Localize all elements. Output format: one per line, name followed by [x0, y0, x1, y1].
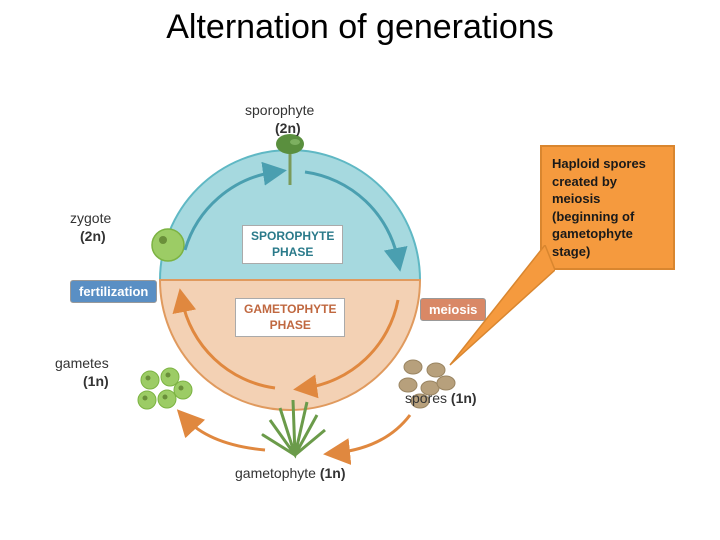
page-title: Alternation of generations [0, 8, 720, 47]
outer-arrows [120, 340, 460, 470]
callout-tail [445, 245, 555, 370]
sporophyte-label: sporophyte [245, 102, 314, 118]
zygote-label: zygote [70, 210, 111, 226]
zygote-icon [152, 229, 184, 261]
gametes-ploidy: (1n) [83, 373, 109, 389]
gametes-label: gametes [55, 355, 109, 371]
sporophyte-phase-box: SPOROPHYTE PHASE [242, 225, 343, 264]
fertilization-tag: fertilization [70, 280, 157, 303]
gametophyte-phase-box: GAMETOPHYTE PHASE [235, 298, 345, 337]
callout-box: Haploid spores created by meiosis (begin… [540, 145, 675, 270]
sporophyte-ploidy: (2n) [275, 120, 301, 136]
diagram-area: sporophyte (2n) zygote (2n) SPOROPHYTE P… [80, 80, 500, 510]
zygote-ploidy: (2n) [80, 228, 106, 244]
